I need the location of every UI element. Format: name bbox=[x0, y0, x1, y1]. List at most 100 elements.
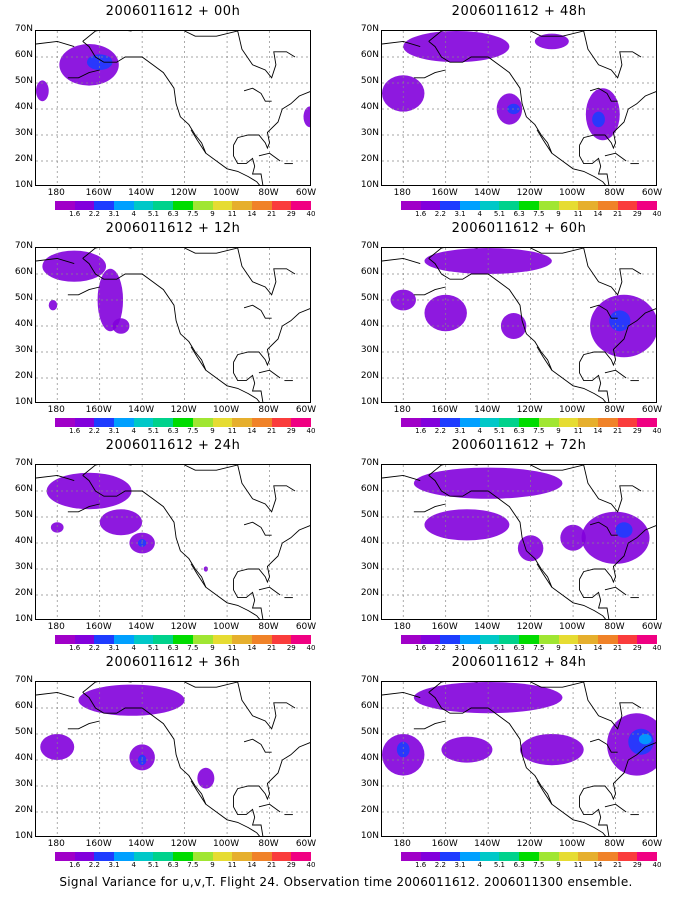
variance-contour bbox=[46, 472, 132, 510]
lon-tick-label: 60W bbox=[641, 622, 663, 632]
colorbar-label: 11 bbox=[227, 644, 237, 652]
map-frame bbox=[381, 464, 657, 620]
colorbar-label: 40 bbox=[652, 210, 662, 218]
colorbar-swatch bbox=[192, 418, 213, 427]
lon-tick-label: 160W bbox=[431, 188, 458, 198]
lon-tick-label: 60W bbox=[295, 188, 317, 198]
lat-tick-label: 20N bbox=[14, 154, 33, 164]
colorbar-label: 40 bbox=[306, 861, 316, 869]
lat-tick-label: 50N bbox=[14, 293, 33, 303]
variance-contour bbox=[520, 734, 584, 766]
colorbar-swatch bbox=[114, 852, 134, 861]
lon-tick-label: 120W bbox=[170, 405, 197, 415]
colorbar-swatch bbox=[499, 418, 520, 427]
lat-tick-label: 50N bbox=[360, 510, 379, 520]
lat-tick-label: 70N bbox=[14, 24, 33, 34]
coastline bbox=[579, 742, 656, 801]
coastline bbox=[237, 31, 296, 79]
colorbar-label: 5.1 bbox=[493, 644, 506, 652]
lat-tick-label: 30N bbox=[14, 562, 33, 572]
coastline bbox=[428, 31, 478, 42]
lon-tick-label: 120W bbox=[516, 839, 543, 849]
colorbar-label: 40 bbox=[652, 644, 662, 652]
coastline bbox=[82, 41, 260, 185]
map-panel: 2006011612 + 60h 70N 60N 50N 40N 30N 20N 10N 180… bbox=[346, 217, 692, 442]
coastline bbox=[237, 248, 296, 296]
lon-tick-label: 100W bbox=[213, 405, 240, 415]
coastline bbox=[184, 31, 238, 37]
variance-contour bbox=[424, 248, 552, 274]
lat-tick-label: 50N bbox=[14, 510, 33, 520]
variance-contour bbox=[396, 741, 410, 758]
colorbar-label: 7.5 bbox=[187, 644, 199, 652]
lat-tick-label: 40N bbox=[14, 319, 33, 329]
coastline bbox=[243, 304, 272, 319]
colorbar-label: 29 bbox=[286, 861, 296, 869]
coastline bbox=[428, 682, 478, 693]
colorbar-label: 29 bbox=[286, 210, 296, 218]
variance-contour bbox=[560, 524, 586, 551]
colorbar-label: 14 bbox=[593, 861, 603, 869]
lat-tick-label: 40N bbox=[360, 753, 379, 763]
variance-contour bbox=[609, 310, 631, 332]
colorbar-swatch bbox=[578, 418, 598, 427]
coastline bbox=[536, 780, 553, 805]
lat-tick-label: 30N bbox=[14, 345, 33, 355]
coastline bbox=[530, 248, 584, 254]
colorbar-label: 40 bbox=[306, 427, 316, 435]
colorbar-swatch bbox=[173, 418, 193, 427]
colorbar-swatch bbox=[479, 418, 500, 427]
colorbar-swatch bbox=[479, 201, 500, 210]
colorbar-label: 7.5 bbox=[533, 861, 545, 869]
colorbar-swatch bbox=[251, 418, 272, 427]
lon-tick-label: 160W bbox=[85, 405, 112, 415]
colorbar-swatch bbox=[55, 635, 75, 644]
coastline bbox=[184, 248, 238, 254]
coastline bbox=[413, 720, 446, 730]
colorbar-swatch bbox=[538, 201, 559, 210]
lat-tick-label: 60N bbox=[360, 484, 379, 494]
colorbar-swatch bbox=[271, 852, 292, 861]
colorbar-swatch bbox=[94, 852, 115, 861]
lat-tick-label: 20N bbox=[360, 154, 379, 164]
colorbar-label: 9 bbox=[210, 427, 215, 435]
coastline bbox=[413, 286, 446, 296]
map-canvas bbox=[36, 31, 310, 185]
map-panel: 2006011612 + 84h 70N 60N 50N 40N 30N 20N 10N 180… bbox=[346, 651, 692, 876]
lon-tick-label: 100W bbox=[559, 188, 586, 198]
lat-tick-label: 70N bbox=[360, 24, 379, 34]
lat-tick-label: 20N bbox=[360, 588, 379, 598]
colorbar-label: 2.2 bbox=[88, 427, 100, 435]
colorbar-swatch bbox=[401, 635, 421, 644]
coastline bbox=[583, 31, 642, 79]
colorbar-label: 3.1 bbox=[108, 210, 120, 218]
colorbar-swatch bbox=[538, 418, 559, 427]
colorbar-label: 5.1 bbox=[147, 427, 160, 435]
lat-tick-label: 50N bbox=[360, 293, 379, 303]
colorbar-label: 5.1 bbox=[147, 861, 160, 869]
variance-contour bbox=[534, 33, 569, 50]
lon-tick-label: 160W bbox=[85, 622, 112, 632]
lat-tick-label: 60N bbox=[14, 484, 33, 494]
lat-tick-label: 40N bbox=[360, 536, 379, 546]
lat-tick-label: 70N bbox=[360, 675, 379, 685]
lon-tick-label: 100W bbox=[213, 839, 240, 849]
coastline bbox=[428, 475, 606, 619]
coastline bbox=[604, 152, 627, 162]
coastline bbox=[258, 369, 281, 379]
colorbar-swatch bbox=[460, 201, 480, 210]
coastline bbox=[382, 40, 421, 48]
colorbar-label: 1.6 bbox=[69, 644, 81, 652]
coastline bbox=[578, 796, 610, 836]
lon-tick-label: 180 bbox=[47, 405, 65, 415]
coastline bbox=[413, 69, 446, 79]
colorbar bbox=[55, 201, 311, 210]
colorbar-label: 1.6 bbox=[415, 427, 427, 435]
map-frame bbox=[35, 30, 311, 186]
colorbar-label: 4 bbox=[131, 644, 136, 652]
colorbar-swatch bbox=[74, 201, 95, 210]
coastline bbox=[36, 40, 75, 48]
coastline bbox=[583, 248, 642, 296]
colorbar-swatch bbox=[519, 635, 539, 644]
colorbar-label: 11 bbox=[573, 210, 583, 218]
